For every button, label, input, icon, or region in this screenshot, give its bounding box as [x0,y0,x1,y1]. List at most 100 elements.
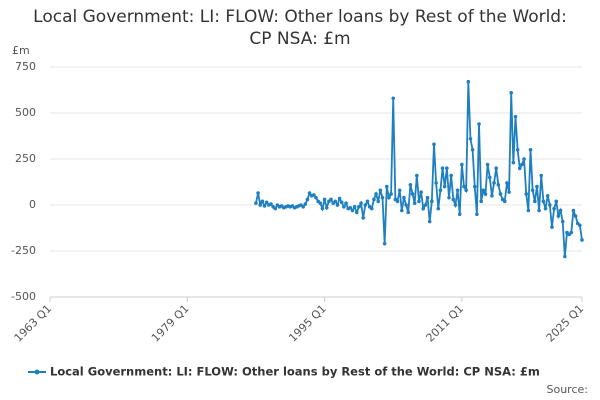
data-point [558,208,563,213]
data-point [556,214,561,218]
data-point [475,212,479,216]
data-point [487,175,492,180]
y-tick-label: 250 [15,152,36,165]
data-point [314,195,318,200]
data-point [552,206,556,211]
data-point [376,199,381,204]
data-point [571,208,576,213]
data-point [337,196,342,201]
data-point [307,191,312,195]
data-point [262,204,267,208]
data-point [256,191,260,195]
data-point [400,208,404,213]
data-point [438,188,443,193]
data-point [563,254,567,259]
data-point [365,199,370,204]
y-tick-label: -250 [11,244,36,257]
data-point [397,188,402,193]
data-point [511,160,516,165]
x-tick-label: 2025 Q1 [544,302,587,345]
data-point [455,188,460,193]
data-point [391,96,396,101]
chart-title: Local Government: LI: FLOW: Other loans … [33,7,567,49]
data-point [520,162,524,167]
data-point [322,197,327,202]
data-point [260,199,265,204]
data-point [442,184,447,189]
data-point [363,203,368,207]
data-point [545,194,550,198]
data-point [415,173,419,178]
data-point [372,197,376,202]
data-point [481,188,486,193]
y-tick-label: 750 [15,60,36,73]
data-point [361,216,365,220]
data-point [344,201,348,205]
data-point [389,192,393,196]
data-point [485,162,490,167]
data-point [320,206,325,211]
data-point [560,219,565,224]
data-point [472,184,477,189]
data-point [507,190,511,194]
data-point [502,199,507,204]
data-point [494,166,498,170]
data-point [305,197,310,202]
data-point [369,206,374,211]
data-point [539,173,544,178]
data-point [423,203,428,207]
data-point [382,241,387,246]
data-point [432,142,436,147]
data-point [445,166,449,170]
x-tick-label: 1979 Q1 [149,302,192,345]
data-point [460,162,464,167]
data-point [483,192,488,196]
data-point [513,114,518,119]
data-point [449,173,453,178]
data-point [380,195,385,200]
x-tick-label: 1995 Q1 [286,302,329,345]
data-point [517,166,522,170]
data-point [324,205,329,210]
data-point [453,203,458,207]
data-point [490,194,494,198]
data-point [524,192,529,196]
data-point [457,212,462,216]
data-point [533,199,537,204]
data-point [543,206,548,211]
data-point [378,188,383,193]
data-point [462,184,466,189]
data-point [348,205,353,210]
y-tick-label: 500 [15,106,36,119]
data-point [352,205,357,209]
data-point [451,197,456,202]
data-point [374,192,378,196]
data-point [492,181,496,185]
data-point [350,208,355,213]
data-point [530,188,535,193]
data-point [354,210,359,215]
data-point [440,166,445,170]
data-point [342,205,346,209]
data-point [550,225,554,229]
data-point [417,199,421,204]
y-axis-label: £m [12,44,30,57]
data-point [258,203,263,207]
data-point [359,201,363,205]
data-point [522,157,526,161]
data-point [535,184,539,189]
data-point [430,199,434,204]
data-point [578,223,582,228]
source-label: Source: [547,383,589,396]
data-point [496,182,501,187]
data-point [329,197,333,202]
data-point [427,219,432,224]
data-point [470,148,475,152]
data-point [479,199,483,204]
data-point [505,181,509,185]
data-point [406,210,411,215]
data-point [335,203,340,207]
data-point [419,190,423,194]
